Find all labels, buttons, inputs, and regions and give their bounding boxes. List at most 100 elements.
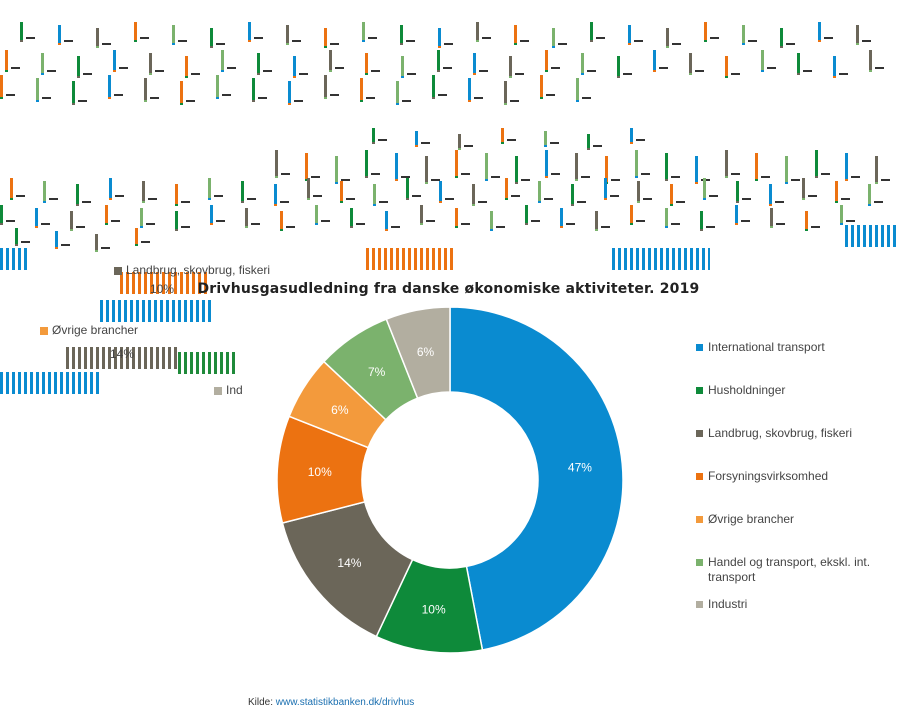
- glitch-fragment: [315, 205, 318, 225]
- glitch-fragment: [257, 53, 260, 75]
- glitch-fragment: [479, 70, 488, 72]
- glitch-fragment: [329, 50, 332, 72]
- glitch-fragment: [775, 201, 784, 203]
- glitch-fragment: [0, 75, 3, 99]
- glitch-fragment: [856, 25, 859, 45]
- glitch-fragment: [335, 156, 338, 184]
- glitch-fragment: [149, 53, 152, 75]
- glitch-fragment: [82, 201, 91, 203]
- glitch-fragment: [146, 223, 155, 225]
- glitch-fragment: [761, 50, 764, 72]
- glitch-fragment: [43, 181, 46, 203]
- slice-label-forsyningsvirksomhed: 10%: [308, 465, 332, 479]
- glitch-fragment: [373, 184, 376, 206]
- glitch-stripe: [120, 272, 210, 294]
- glitch-fragment: [258, 97, 267, 99]
- glitch-fragment: [703, 178, 706, 200]
- glitch-fragment: [755, 153, 758, 181]
- glitch-fragment: [141, 241, 150, 243]
- glitch-fragment: [511, 195, 520, 197]
- glitch-fragment: [833, 56, 836, 78]
- glitch-fragment: [695, 156, 698, 184]
- glitch-fragment: [247, 198, 256, 200]
- glitch-fragment: [221, 50, 224, 72]
- glitch-fragment: [874, 201, 883, 203]
- glitch-fragment: [346, 198, 355, 200]
- glitch-fragment: [70, 211, 73, 231]
- glitch-fragment: [581, 176, 590, 178]
- glitch-fragment: [461, 223, 470, 225]
- slice-label-husholdninger: 10%: [422, 602, 446, 616]
- glitch-fragment: [175, 211, 178, 231]
- glitch-fragment: [135, 228, 138, 246]
- corrupted-image-artifacts: Landbrug, skovbrug, fiskeri 10% Øvrige bra…: [0, 22, 897, 397]
- legend-label: Øvrige brancher: [708, 512, 795, 526]
- glitch-fragment: [178, 40, 187, 42]
- glitch-fragment: [445, 198, 454, 200]
- glitch-fragment: [172, 25, 175, 45]
- slice-label-industri: 6%: [417, 345, 435, 359]
- glitch-fragment: [575, 153, 578, 181]
- glitch-fragment: [636, 220, 645, 222]
- glitch-fragment: [216, 43, 225, 45]
- glitch-fragment: [391, 226, 400, 228]
- glitch-fragment: [420, 205, 423, 225]
- glitch-fragment: [710, 37, 719, 39]
- glitch-fragment: [455, 150, 458, 178]
- glitch-fragment: [841, 198, 850, 200]
- glitch-fragment: [438, 94, 447, 96]
- glitch-fragment: [292, 40, 301, 42]
- glitch-fragment: [401, 176, 410, 178]
- glitch-fragment: [83, 73, 92, 75]
- glitch-fragment: [47, 70, 56, 72]
- glitch-fragment: [186, 100, 195, 102]
- glitch-fragment: [415, 131, 418, 147]
- glitch-fragment: [155, 70, 164, 72]
- glitch-fragment: [689, 53, 692, 75]
- glitch-fragment: [742, 198, 751, 200]
- glitch-fragment: [846, 220, 855, 222]
- glitch-fragment: [617, 56, 620, 78]
- glitch-fragment: [365, 150, 368, 178]
- glitch-fragment: [181, 226, 190, 228]
- glitch-fragment: [496, 226, 505, 228]
- source-link[interactable]: www.statistikbanken.dk/drivhus: [275, 697, 415, 708]
- legend-label: Handel og transport, ekskl. int. transpo…: [708, 555, 871, 584]
- glitch-fragment: [42, 97, 51, 99]
- legend-swatch: [696, 559, 703, 566]
- glitch-fragment: [515, 156, 518, 184]
- glitch-fragment: [150, 97, 159, 99]
- glitch-fragment: [478, 201, 487, 203]
- glitch-stripe: [178, 352, 236, 374]
- glitch-fragment: [637, 181, 640, 203]
- legend-item-handel-og-transport-ekskl-int-transport: Handel og transport, ekskl. int. transpo…: [696, 555, 878, 585]
- glitch-fragment: [245, 208, 248, 228]
- glitch-fragment: [140, 208, 143, 228]
- glitch-fragment: [134, 22, 137, 42]
- glitch-fragment: [546, 94, 555, 96]
- glitch-fragment: [181, 201, 190, 203]
- glitch-fragment: [109, 178, 112, 200]
- glitch-fragment: [514, 25, 517, 45]
- glitch-fragment: [742, 25, 745, 45]
- glitch-fragment: [731, 173, 740, 175]
- glitch-fragment: [797, 53, 800, 75]
- glitch-fragment: [593, 145, 602, 147]
- glitch-fragment: [839, 73, 848, 75]
- glitch-fragment: [407, 73, 416, 75]
- glitch-fragment: [767, 67, 776, 69]
- glitch-fragment: [558, 43, 567, 45]
- glitch-fragment: [311, 176, 320, 178]
- glitch-fragment: [395, 153, 398, 181]
- glitch-fragment: [761, 176, 770, 178]
- glitch-fragment: [672, 43, 681, 45]
- glitch-fragment: [474, 97, 483, 99]
- glitch-fragment: [540, 75, 543, 99]
- glitch-fragment: [786, 43, 795, 45]
- glitch-fragment: [634, 40, 643, 42]
- glitch-fragment: [725, 150, 728, 178]
- glitch-fragment: [76, 226, 85, 228]
- glitch-fragment: [280, 211, 283, 231]
- glitch-fragment: [490, 211, 493, 231]
- glitch-fragment: [805, 211, 808, 231]
